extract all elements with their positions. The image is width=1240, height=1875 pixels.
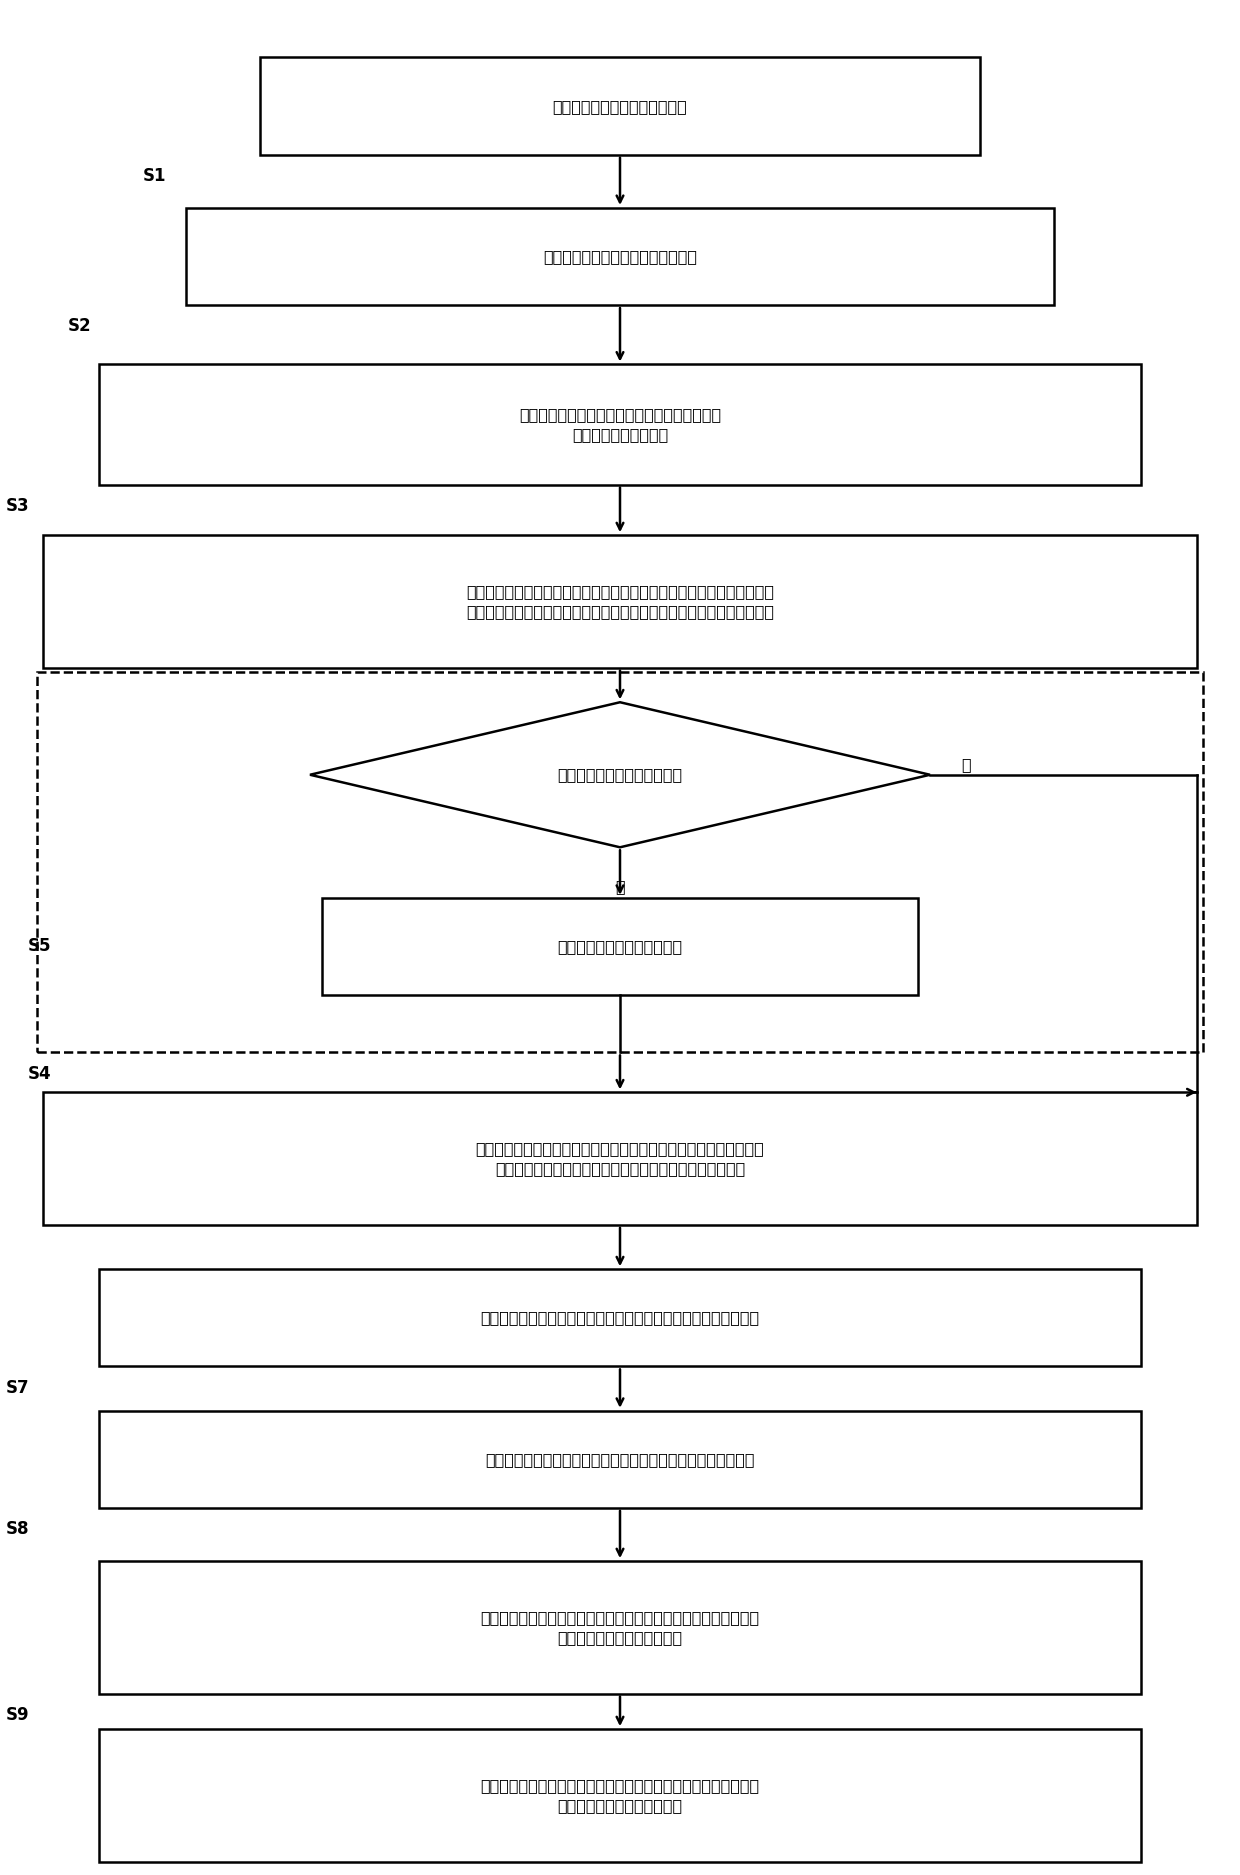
Text: 获取空心粘连验证码的原始图像: 获取空心粘连验证码的原始图像 xyxy=(553,99,687,114)
Text: S2: S2 xyxy=(68,317,92,336)
Bar xyxy=(186,208,1054,306)
Text: S9: S9 xyxy=(6,1706,30,1723)
Bar xyxy=(43,534,1197,668)
Bar xyxy=(37,671,1203,1052)
Text: 调用预存的数据模型，分别将各个字符标签输入到数据模型中，得
到各个字符标签所对应的字符: 调用预存的数据模型，分别将各个字符标签输入到数据模型中，得 到各个字符标签所对应… xyxy=(480,1611,760,1644)
Bar xyxy=(260,58,980,156)
Text: S5: S5 xyxy=(27,938,51,956)
Text: 否: 否 xyxy=(961,758,971,772)
Text: 第三灰度图像需要位置纠正？: 第三灰度图像需要位置纠正？ xyxy=(558,767,682,782)
Bar xyxy=(99,1269,1141,1367)
Text: S7: S7 xyxy=(6,1378,30,1397)
Bar xyxy=(99,1562,1141,1693)
Text: S3: S3 xyxy=(6,497,30,516)
Polygon shape xyxy=(310,703,930,848)
Text: S8: S8 xyxy=(6,1521,30,1537)
Bar xyxy=(99,1410,1141,1508)
Bar xyxy=(99,1729,1141,1862)
Text: 根据第二灰度图像获取空心粘连验证码外的空白区域，并根据空白区域对
第二灰度图像切割，形成由第二灰度图像切割空白区域后的第三灰度图像: 根据第二灰度图像获取空心粘连验证码外的空白区域，并根据空白区域对 第二灰度图像切… xyxy=(466,583,774,619)
Bar xyxy=(99,364,1141,484)
Text: 对第三灰度图像进行字符切割处理，分别得到组成空心粘连验证码的
各个字符的单字符图像，并记录所有单字符图像的排列顺序: 对第三灰度图像进行字符切割处理，分别得到组成空心粘连验证码的 各个字符的单字符图… xyxy=(476,1142,764,1176)
Text: S4: S4 xyxy=(27,1065,51,1082)
Text: S1: S1 xyxy=(143,167,166,186)
Bar xyxy=(322,898,918,996)
Text: 去除第一灰度图像中除空心粘连验证码外的干扰
线，得到第二灰度图像: 去除第一灰度图像中除空心粘连验证码外的干扰 线，得到第二灰度图像 xyxy=(518,407,722,442)
Bar xyxy=(43,1093,1197,1224)
Text: 是: 是 xyxy=(615,879,625,894)
Text: 对第三灰度图像进行位置纠正: 对第三灰度图像进行位置纠正 xyxy=(558,939,682,954)
Text: 调用预存的数据模型，分别将各个字符标签输入到数据模型中，得
到各个字符标签所对应的字符: 调用预存的数据模型，分别将各个字符标签输入到数据模型中，得 到各个字符标签所对应… xyxy=(480,1778,760,1813)
Text: 将各个单字符图像中的字符居中，得到各个字符的单字符居中图像: 将各个单字符图像中的字符居中，得到各个字符的单字符居中图像 xyxy=(480,1311,760,1326)
Text: 将所述原始图像转换为第一灰度图像: 将所述原始图像转换为第一灰度图像 xyxy=(543,249,697,264)
Text: 对各个单字符居中图像进行降维处理，得到各个字符的字符标签: 对各个单字符居中图像进行降维处理，得到各个字符的字符标签 xyxy=(485,1451,755,1466)
